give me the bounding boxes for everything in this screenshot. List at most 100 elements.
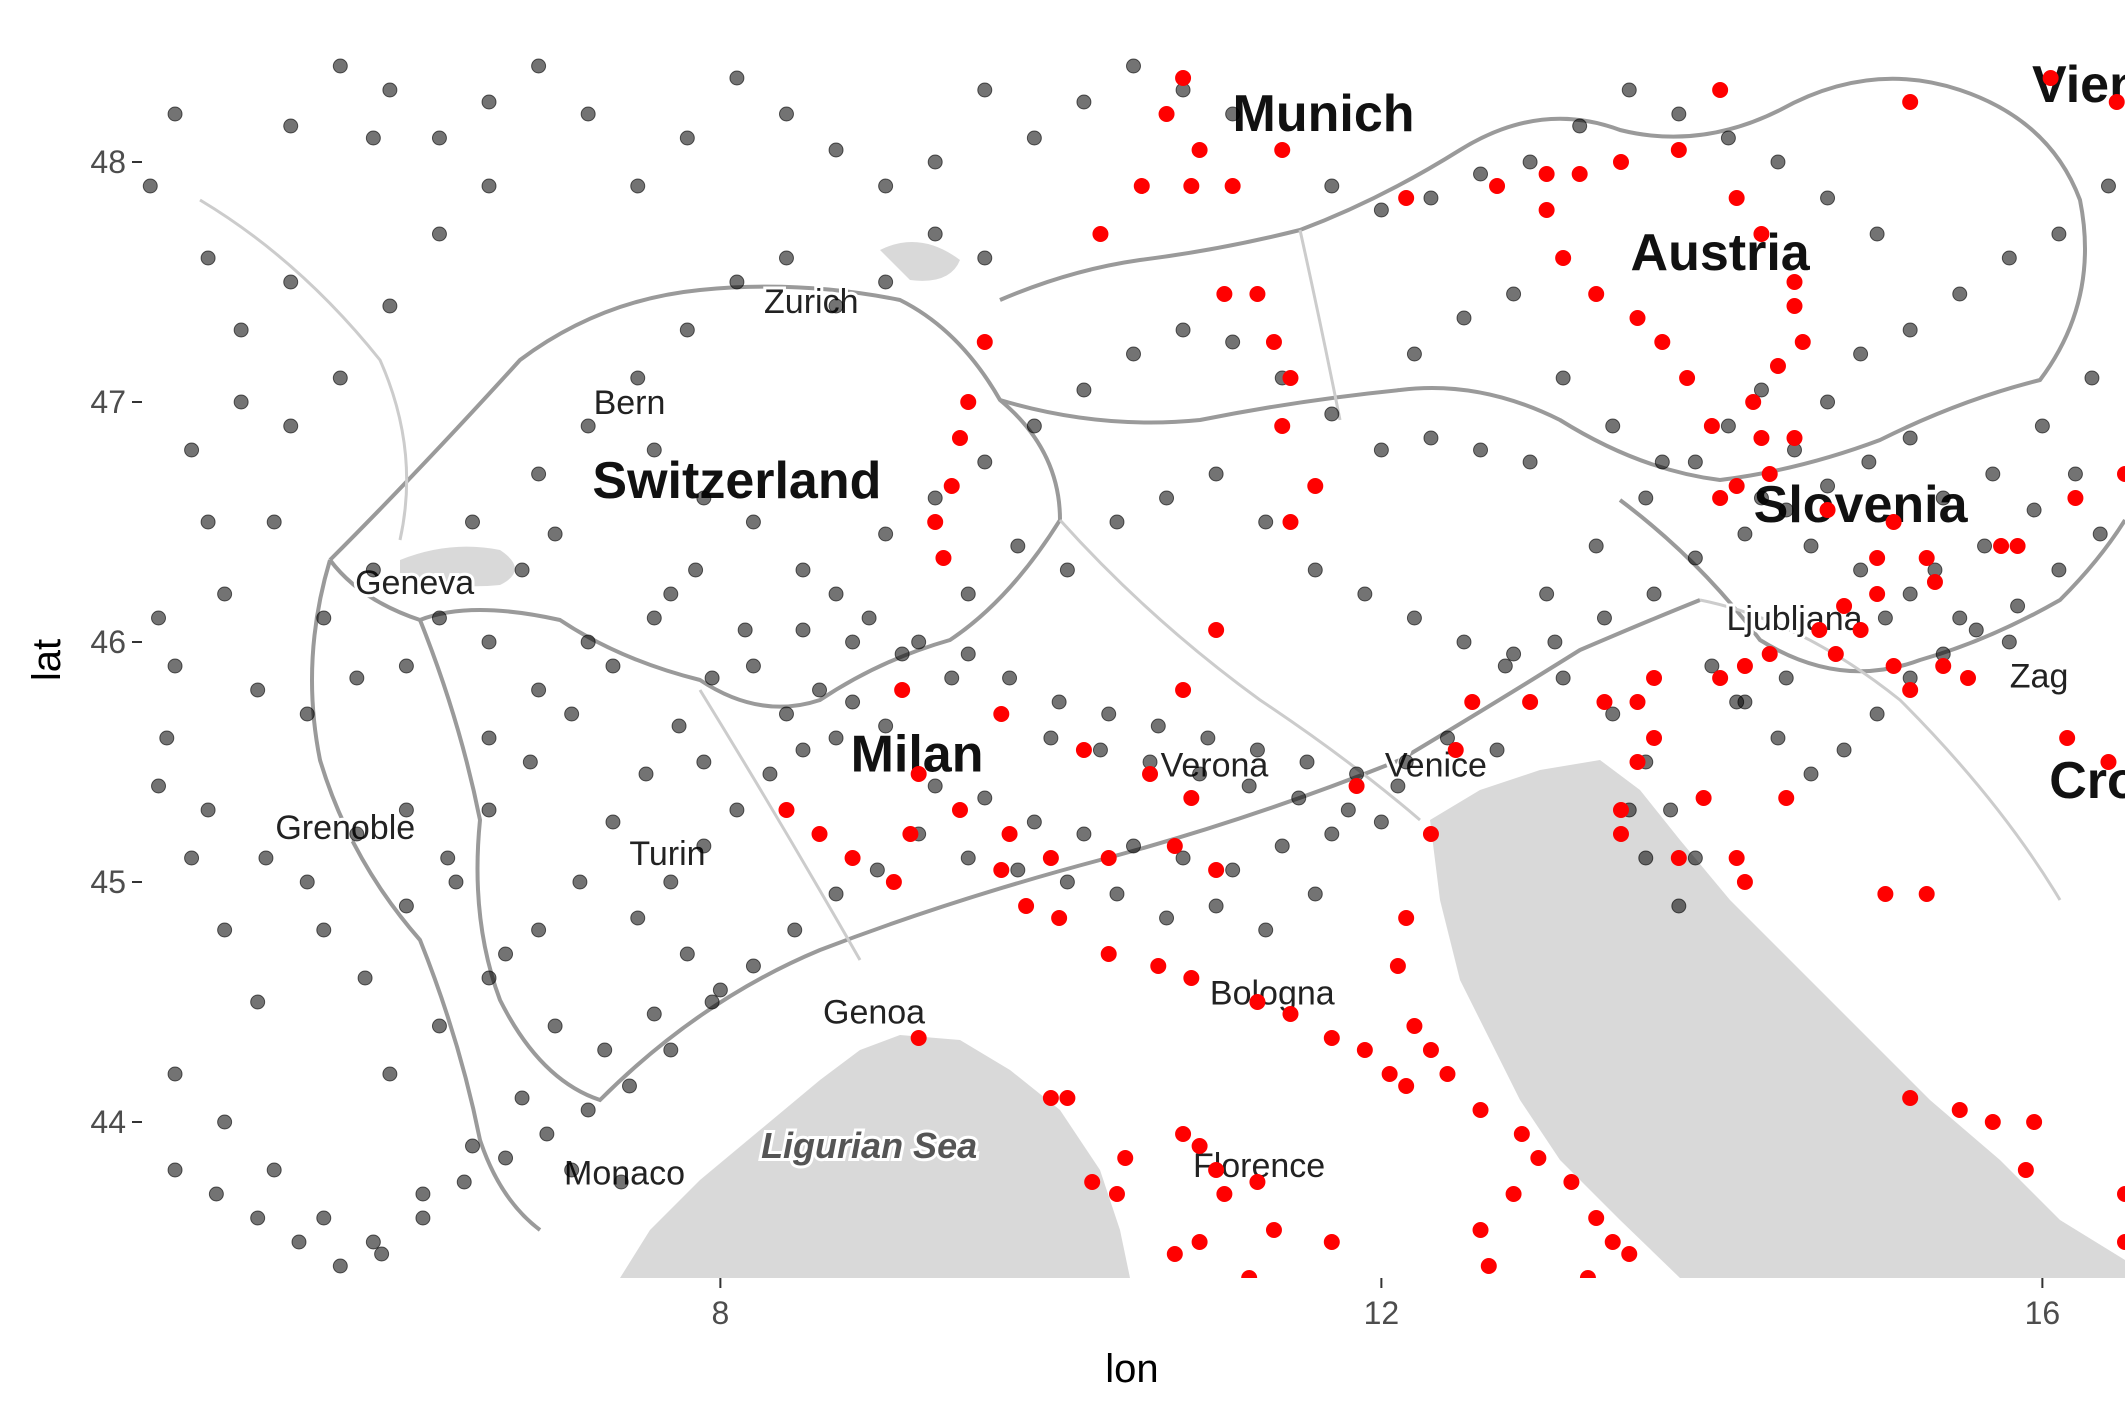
station-point [630, 370, 646, 386]
station-point [696, 754, 712, 770]
highlighted-point [2067, 490, 2084, 506]
country-border-switzerland [328, 284, 1063, 709]
station-point [1225, 862, 1241, 878]
station-point [1026, 418, 1042, 434]
station-point [316, 610, 332, 626]
highlighted-points [778, 70, 2125, 1278]
region-border-4 [1298, 229, 1342, 421]
station-point [1002, 670, 1018, 686]
station-point [729, 274, 745, 290]
highlighted-point [1191, 1234, 1208, 1250]
map-label-layer: MunichViennaAustriaSwitzerlandSloveniaCr… [272, 53, 2125, 1195]
station-point [1076, 94, 1092, 110]
station-point [671, 718, 687, 734]
station-point [539, 1126, 555, 1142]
station-point [531, 922, 547, 938]
highlighted-point [2108, 94, 2125, 110]
station-point [299, 874, 315, 890]
highlighted-point [1571, 166, 1588, 182]
station-point [1985, 466, 2001, 482]
station-point [332, 58, 348, 74]
region-border-5 [1699, 598, 2062, 901]
station-point [1373, 814, 1389, 830]
station-point [151, 778, 167, 794]
highlighted-point [1836, 598, 1853, 614]
station-point [1126, 346, 1141, 362]
station-point [1522, 154, 1538, 170]
station-point [1902, 586, 1918, 602]
highlighted-point [2059, 730, 2076, 746]
highlighted-point [1398, 910, 1415, 926]
station-point [1026, 130, 1042, 146]
station-point [266, 1162, 282, 1178]
highlighted-point [1513, 1126, 1530, 1142]
station-point [332, 370, 348, 386]
station-point [1299, 754, 1315, 770]
station-point [1043, 730, 1059, 746]
station-point [415, 1210, 431, 1226]
highlighted-point [894, 682, 911, 698]
highlighted-point [1472, 1222, 1489, 1238]
highlighted-point [1158, 106, 1175, 122]
station-point [878, 526, 894, 542]
station-point [597, 1042, 613, 1058]
station-point [217, 1114, 233, 1130]
station-point [2026, 502, 2042, 518]
station-point [1159, 910, 1175, 926]
station-point [1803, 766, 1819, 782]
station-point [580, 634, 596, 650]
highlighted-point [1398, 1078, 1415, 1094]
station-point [828, 586, 844, 602]
station-point [382, 82, 398, 98]
highlighted-point [1646, 730, 1663, 746]
map-label-zag: Zag [2010, 658, 2069, 696]
station-point [2067, 466, 2083, 482]
station-point [977, 82, 993, 98]
highlighted-point [1265, 334, 1282, 350]
station-point [250, 1210, 266, 1226]
station-point [894, 646, 910, 662]
highlighted-point [943, 478, 960, 494]
highlighted-point [1736, 874, 1753, 890]
station-point [1753, 382, 1769, 398]
highlighted-point [885, 874, 902, 890]
station-point [498, 1150, 514, 1166]
station-point [960, 646, 976, 662]
station-point [745, 514, 761, 530]
highlighted-point [1538, 166, 1555, 182]
highlighted-point [2117, 466, 2125, 482]
station-point [1646, 586, 1662, 602]
station-point [531, 466, 547, 482]
station-point [646, 610, 662, 626]
station-point [2051, 226, 2067, 242]
station-point [1225, 334, 1241, 350]
station-point [448, 874, 464, 890]
station-point [845, 694, 861, 710]
station-point [184, 850, 200, 866]
station-point [2034, 418, 2050, 434]
highlighted-point [910, 766, 927, 782]
highlighted-point [1133, 178, 1150, 194]
station-point [200, 250, 216, 266]
highlighted-point [960, 394, 977, 410]
map-label-slovenia: Slovenia [1754, 476, 1969, 534]
station-point [1291, 790, 1307, 806]
highlighted-point [1398, 190, 1415, 206]
station-point [266, 514, 282, 530]
station-point [1605, 706, 1621, 722]
highlighted-point [1100, 946, 1117, 962]
station-point [1390, 778, 1406, 794]
x-axis-title: lon [1105, 1347, 1158, 1391]
station-point [1373, 442, 1389, 458]
highlighted-point [1588, 1210, 1605, 1226]
station-point [646, 442, 662, 458]
station-point [481, 970, 497, 986]
adriatic-sea [1430, 760, 2125, 1278]
station-point [1654, 454, 1670, 470]
station-point [795, 742, 811, 758]
highlighted-point [844, 850, 861, 866]
station-point [737, 622, 753, 638]
station-point [960, 850, 976, 866]
ligurian-sea [620, 1035, 1130, 1278]
highlighted-point [1183, 970, 1200, 986]
